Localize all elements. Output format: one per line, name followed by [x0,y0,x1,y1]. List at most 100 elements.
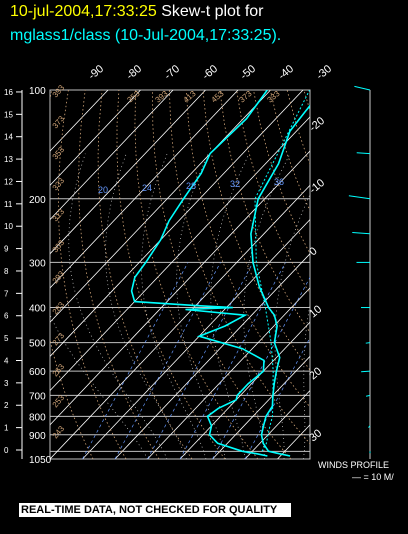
title-date: 10-jul-2004,17:33:25 [10,3,157,20]
mixing-ratio-line [179,262,286,459]
right-temp-label: 0 [307,245,319,258]
theta-e-label: 333 [266,89,282,105]
isotherm-line [147,287,310,459]
isotherm-line [50,116,310,392]
pressure-tick-label: 900 [29,431,46,442]
dry-adiabat [269,90,310,212]
mixing-ratio-label: 28 [186,181,196,191]
pressure-tick-label: 500 [29,339,46,350]
mixing-ratio-label: 24 [142,183,152,193]
wind-barb [368,425,371,428]
height-tick-label: 3 [4,379,9,388]
wind-barb [361,370,371,373]
plot-subtitle: mglass1/class (10-Jul-2004,17:33:25). [10,27,282,44]
dry-adiabat [286,90,310,166]
isotherm-line [50,90,174,221]
theta-e-label: 413 [182,89,198,105]
height-tick-label: 16 [4,88,13,97]
pressure-tick-label: 700 [29,391,46,402]
moist-adiabat [50,313,148,459]
plot-title: 10-jul-2004,17:33:25 Skew-t plot for [10,3,264,21]
dry-adiabat [152,90,292,459]
adiabat-label: 303 [51,238,67,254]
theta-e-label: 393 [154,89,170,105]
wind-barb [365,342,371,344]
isotherm-line [179,321,310,459]
height-tick-label: 0 [4,446,9,455]
height-tick-label: 12 [4,177,13,186]
height-tick-label: 9 [4,245,9,254]
isotherm-line [309,458,310,459]
isotherm-line [212,355,310,459]
height-tick-label: 4 [4,356,9,365]
dry-adiabat [253,90,310,255]
height-tick-label: 14 [4,133,13,142]
dry-adiabat [303,90,310,113]
moist-adiabat [243,153,291,459]
height-tick-label: 1 [4,424,9,433]
height-tick-label: 13 [4,155,13,164]
dry-adiabat [116,90,226,459]
dry-adiabat [236,90,310,295]
adiabat-label: 393 [51,83,67,99]
mixing-ratio-label: 36 [274,177,284,187]
winds-profile-label: WINDS PROFILE [318,460,390,470]
moist-adiabat [141,153,207,459]
wind-profile [348,85,371,459]
top-temp-label: -70 [162,63,182,82]
winds-scale-label: — = 10 M/ [352,472,394,482]
dry-adiabat [57,90,127,459]
theta-e-label: 373 [238,89,254,105]
adiabat-label: 373 [51,114,67,130]
mixing-ratio-line [212,276,310,459]
series-temperature [250,104,310,457]
mixing-ratio-label: 32 [230,179,240,189]
adiabat-label: 313 [51,207,67,223]
theta-e-label: 453 [210,89,226,105]
mixing-ratio-line [147,262,254,459]
plot-frame [49,89,311,460]
isotherm-line [114,253,310,459]
top-temp-label: -30 [314,63,334,82]
sounding-lines [130,90,310,457]
pressure-tick-label: 800 [29,412,46,423]
top-temp-label: -60 [200,63,220,82]
isotherm-line [244,389,310,459]
top-temp-label: -50 [238,63,258,82]
moist-adiabat [176,153,226,459]
dry-adiabat [185,90,310,408]
wind-barb [365,394,371,397]
height-tick-label: 10 [4,222,13,231]
isotherm-line [50,90,304,357]
moist-adiabat [303,303,310,459]
pressure-tick-label: 100 [29,86,46,97]
mixing-ratio-label: 20 [98,185,108,195]
series-dew-point [130,90,268,457]
adiabat-label: 293 [51,269,67,285]
isotherm-line [50,150,310,426]
adiabat-label: 333 [51,176,67,192]
height-tick-label: 11 [4,200,13,209]
qc-notice: REAL-TIME DATA, NOT CHECKED FOR QUALITY [19,503,292,517]
isotherm-line [50,90,141,186]
dry-adiabat [97,90,193,459]
pressure-tick-label: 600 [29,367,46,378]
top-temp-label: -80 [124,63,144,82]
pressure-tick-label: 300 [29,258,46,269]
height-tick-label: 8 [4,267,9,276]
height-tick-label: 6 [4,312,9,321]
moist-adiabat [105,153,187,459]
wind-barb [356,152,371,155]
wind-barb [352,232,371,235]
wind-barb [354,85,371,91]
isotherm-line [50,90,206,255]
adiabat-label: 353 [51,145,67,161]
isotherm-line [82,218,310,459]
height-tick-label: 2 [4,401,9,410]
wind-barb [348,195,371,200]
adiabat-label: 283 [51,300,67,316]
top-temp-label: -90 [86,63,106,82]
adiabat-label: 243 [51,424,67,440]
moist-adiabat [274,193,310,459]
